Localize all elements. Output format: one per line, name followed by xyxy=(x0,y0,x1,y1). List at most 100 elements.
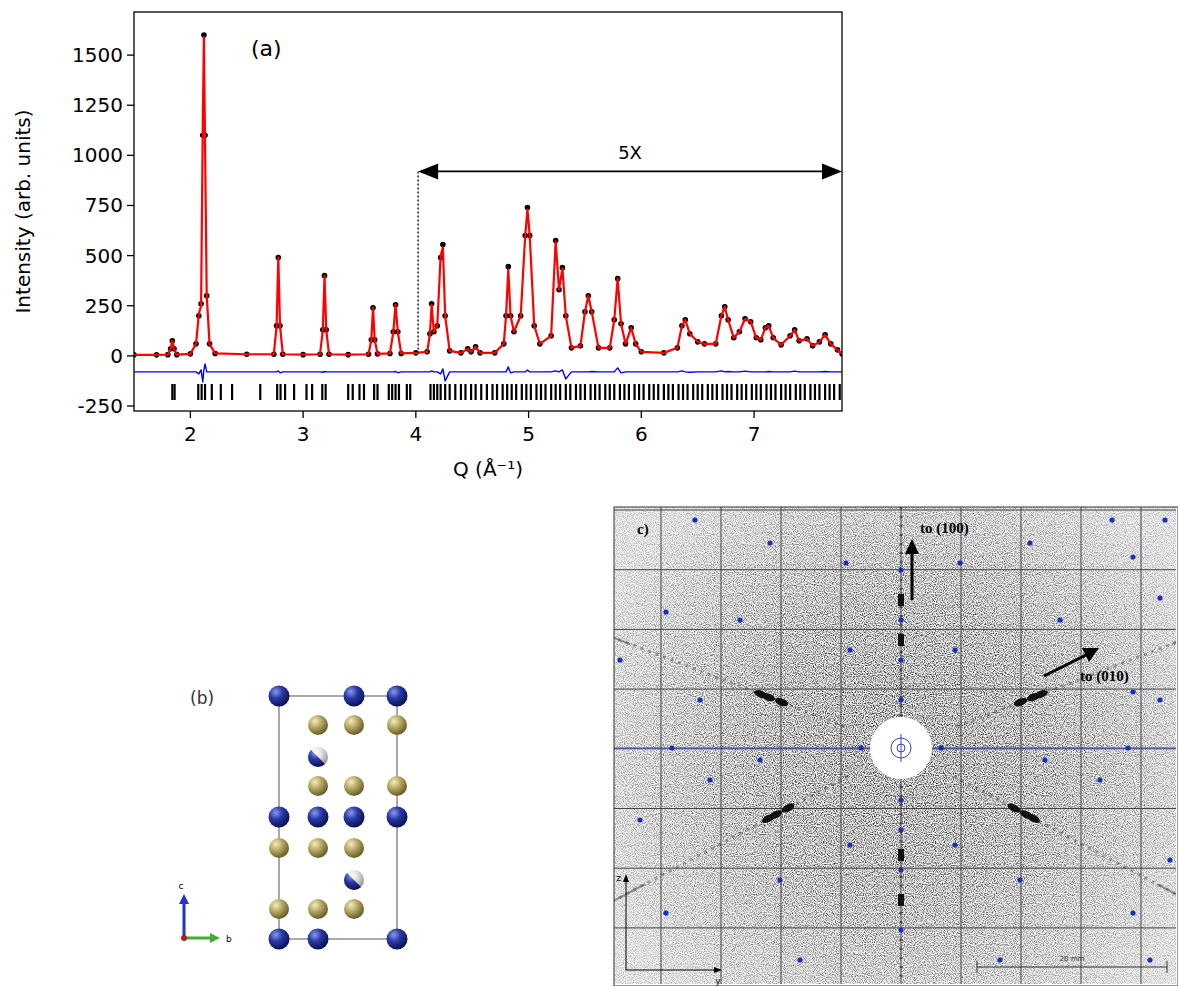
predicted-spot xyxy=(617,657,622,662)
beam-center xyxy=(901,734,902,762)
reflection-tick xyxy=(774,384,776,400)
atom-partial xyxy=(344,870,364,890)
arrow-head xyxy=(418,163,438,179)
diffuse-streak xyxy=(614,884,645,912)
predicted-spot xyxy=(777,877,782,882)
panel-label: c) xyxy=(637,521,649,538)
y-tick xyxy=(127,54,134,55)
direction-arrow-head xyxy=(1082,648,1099,662)
x-tick xyxy=(190,411,191,418)
predicted-spot xyxy=(898,827,903,832)
predicted-spot xyxy=(898,697,903,702)
panel-c-frame xyxy=(614,507,1178,986)
reflection-tick xyxy=(530,384,532,400)
direction-arrow xyxy=(911,552,914,600)
reflection-tick xyxy=(470,384,472,400)
predicted-spot xyxy=(663,609,668,614)
region-arrow-line xyxy=(432,171,828,173)
x-tick-label: 2 xyxy=(184,422,197,446)
x-tick-label: 7 xyxy=(748,422,761,446)
reflection-tick xyxy=(657,384,659,400)
calculated-line xyxy=(134,37,842,355)
reflection-tick xyxy=(623,384,625,400)
axis-label: b xyxy=(226,934,232,944)
detector-grid xyxy=(901,507,902,984)
detector-background xyxy=(614,507,1176,984)
reflection-tick xyxy=(352,384,354,400)
y-tick xyxy=(127,305,134,306)
reflection-tick xyxy=(677,384,679,400)
atom-partial xyxy=(308,747,328,767)
axis-b-head xyxy=(210,933,220,943)
y-tick-label: 1250 xyxy=(72,93,123,117)
bragg-spot xyxy=(774,696,790,708)
predicted-spot xyxy=(1157,697,1162,702)
reflection-tick xyxy=(765,384,767,400)
reflection-tick xyxy=(347,384,349,400)
detector-grid xyxy=(614,629,1176,630)
reflection-tick xyxy=(429,384,431,400)
detector-grid xyxy=(614,868,1176,869)
direction-arrow-head xyxy=(905,539,919,554)
predicted-spot xyxy=(1130,689,1135,694)
predicted-spot xyxy=(1130,554,1135,559)
reflection-tick xyxy=(197,384,199,400)
detector-grid xyxy=(614,927,1176,928)
predicted-spot xyxy=(1157,595,1162,600)
axis-label: c xyxy=(179,881,184,891)
detector-grid xyxy=(614,569,1176,570)
atom-site-2 xyxy=(308,715,328,735)
reflection-tick xyxy=(599,384,601,400)
reflection-tick xyxy=(211,384,213,400)
reflection-tick xyxy=(486,384,488,400)
reflection-tick xyxy=(550,384,552,400)
predicted-spot xyxy=(898,797,903,802)
axis-c xyxy=(183,902,186,938)
reflection-tick xyxy=(515,384,517,400)
reflection-tick xyxy=(736,384,738,400)
reflection-tick xyxy=(755,384,757,400)
reflection-tick xyxy=(697,384,699,400)
reflection-tick xyxy=(496,384,498,400)
reflection-tick xyxy=(231,384,233,400)
reflection-tick xyxy=(565,384,567,400)
figure: 234567-2500250500750100012501500Q (Å⁻¹)I… xyxy=(0,0,1178,986)
y-tick xyxy=(127,155,134,156)
reflection-tick xyxy=(711,384,713,400)
y-tick-label: 500 xyxy=(85,244,123,268)
reflection-tick xyxy=(544,384,546,400)
region-label: 5X xyxy=(618,142,642,163)
y-tick-label: 0 xyxy=(110,344,123,368)
panel-label: (a) xyxy=(251,36,282,61)
reflection-tick xyxy=(589,384,591,400)
detector-grid xyxy=(1081,507,1082,984)
reflection-tick xyxy=(575,384,577,400)
predicted-spot xyxy=(697,697,702,702)
predicted-spot xyxy=(843,560,848,565)
predicted-spot xyxy=(1167,857,1172,862)
reflection-tick xyxy=(201,384,203,400)
predicted-spot xyxy=(1130,910,1135,915)
scale-bar xyxy=(977,967,1167,968)
detector-grid xyxy=(961,507,962,984)
reflection-tick xyxy=(373,384,375,400)
reflection-tick xyxy=(692,384,694,400)
reflection-tick xyxy=(284,384,286,400)
page: {"chart_data": {"type": "scatter", "xlab… xyxy=(0,0,1178,986)
reflection-tick xyxy=(220,384,222,400)
bragg-spot xyxy=(753,688,769,700)
reflection-tick xyxy=(721,384,723,400)
diffuse-streak xyxy=(954,776,1176,903)
atom-site-1 xyxy=(308,807,329,828)
reflection-tick xyxy=(171,384,173,400)
diffuse-streak xyxy=(1157,884,1176,912)
plot-area xyxy=(134,32,842,400)
y-tick xyxy=(127,255,134,256)
reflection-tick xyxy=(444,384,446,400)
reflection-tick xyxy=(745,384,747,400)
bragg-spot xyxy=(1033,688,1049,700)
reflection-tick xyxy=(311,384,313,400)
reflection-tick xyxy=(173,384,175,400)
predicted-spot xyxy=(663,910,668,915)
reflection-tick xyxy=(628,384,630,400)
